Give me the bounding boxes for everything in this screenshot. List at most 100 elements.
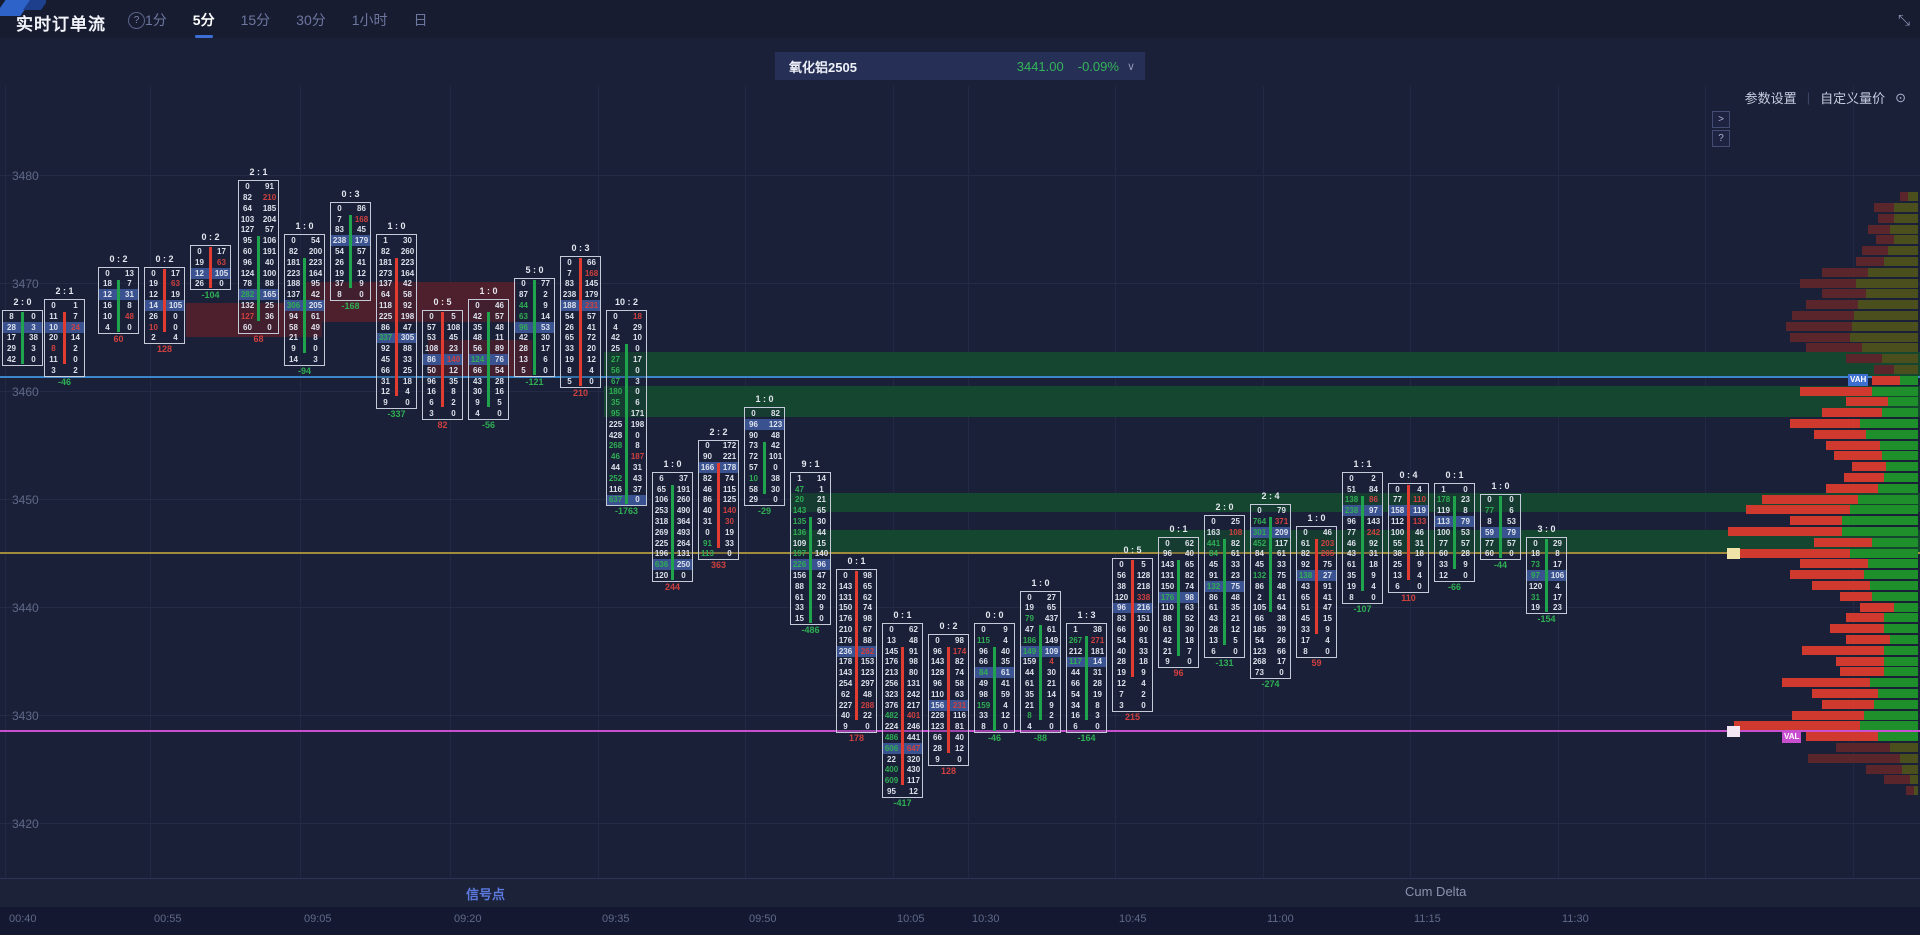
candle-box: 1 38 267 271 212 181 117 14 44 31 66 28 54 19 34 8 16 3 6 0: [1066, 623, 1107, 734]
collapse-icon[interactable]: ⤡: [1897, 12, 1910, 29]
profile-buy-bar: [1890, 634, 1918, 644]
price-row: 26 41: [331, 257, 370, 268]
footprint-candle: 0 : 3 0 86 7 168 83 45 238 179 54 57 26 41 19 12 37 9 8 0-…: [330, 189, 371, 314]
ask-volume: 67: [863, 625, 872, 635]
bid-volume: 267: [1068, 635, 1083, 645]
footprint-candle: 1 : 0 6 37 65 191 106 260 253 490 318 364 269 493 225…: [652, 459, 693, 595]
ask-volume: 57: [587, 311, 596, 321]
bid-volume: 106: [654, 495, 669, 505]
time-axis-label: 10:30: [972, 913, 1000, 925]
price-row: 7 168: [561, 268, 600, 279]
next-panel-button[interactable]: >: [1712, 111, 1730, 128]
tab-interval-3[interactable]: 15分: [240, 12, 271, 28]
ask-volume: 288: [860, 700, 875, 710]
tab-interval-2[interactable]: 5分: [193, 10, 215, 38]
profile-sell-bar: [1800, 386, 1872, 396]
ask-volume: 98: [955, 635, 964, 645]
title-help-icon[interactable]: ?: [128, 12, 145, 29]
ask-volume: 4: [1417, 484, 1422, 494]
ask-volume: 47: [817, 571, 826, 581]
bid-volume: 0: [613, 311, 618, 321]
price-row: 77 57: [1481, 538, 1520, 549]
interval-tabs: 1分 5分 15分 30分 1小时 日: [145, 10, 428, 38]
settings-button[interactable]: 参数设置: [1744, 91, 1797, 106]
price-row: 150 74: [837, 603, 876, 614]
bid-volume: 25: [611, 344, 620, 354]
chart-plot-area[interactable]: 3480 3470 3460 3450 3440 3430 3420 2 : 0 8 0 28 3 17…: [0, 86, 1920, 878]
ask-volume: 401: [906, 711, 921, 721]
price-row: 63 14: [515, 311, 554, 322]
bid-volume: 637: [608, 495, 623, 505]
time-axis-label: 09:35: [602, 913, 630, 925]
ask-volume: 0: [1463, 484, 1468, 494]
tab-interval-5[interactable]: 1小时: [351, 12, 388, 28]
bid-volume: 132: [1252, 571, 1267, 581]
bid-volume: 45: [1209, 560, 1218, 570]
ask-volume: 218: [1136, 581, 1151, 591]
ask-volume: 3: [31, 344, 36, 354]
price-row: 33 9: [1297, 624, 1336, 635]
price-row: 96 123: [745, 418, 784, 430]
bid-volume: 77: [1485, 538, 1494, 548]
ask-volume: 18: [1369, 560, 1378, 570]
custom-volume-price-button[interactable]: 自定义量价: [1820, 88, 1885, 107]
ask-volume: 7: [127, 279, 132, 289]
ask-volume: 98: [909, 657, 918, 667]
target-icon[interactable]: ⊙: [1895, 89, 1906, 105]
bid-volume: 1: [1073, 625, 1078, 635]
bid-volume: 3: [429, 409, 434, 419]
price-row: 14 3: [285, 354, 324, 365]
candle-delta: -66: [1447, 581, 1461, 592]
ask-volume: 47: [1323, 603, 1332, 613]
candle-box: 0 62 13 48 145 91 176 98 213 80 256 131 323 242 376 217…: [882, 623, 923, 798]
bid-volume: 376: [884, 700, 899, 710]
candle-delta: 82: [437, 419, 448, 430]
profile-buy-bar: [1900, 375, 1918, 385]
tab-interval-6[interactable]: 日: [413, 12, 428, 28]
time-axis[interactable]: [0, 907, 1920, 935]
footprint-candle: 0 : 1 0 98 143 65 131 62 150 74 176 98 210 67 176 88 23…: [836, 556, 877, 746]
panel-help-button[interactable]: ?: [1712, 130, 1730, 147]
tab-interval-4[interactable]: 30分: [296, 12, 326, 28]
profile-buy-bar: [1884, 472, 1918, 482]
candle-delta: -131: [1215, 657, 1234, 668]
instrument-selector[interactable]: 氧化铝2505 3441.00 -0.09% ∨: [775, 52, 1145, 80]
bid-volume: 37: [335, 279, 344, 289]
ask-volume: 91: [1323, 581, 1332, 591]
price-row: 176 98: [837, 613, 876, 624]
bid-volume: 226: [792, 560, 807, 570]
volume-profile-row: [1884, 775, 1918, 785]
volume-profile-row: [1728, 526, 1918, 536]
bid-volume: 58: [749, 484, 758, 494]
footprint-candle: 2 : 2 0 172 90 221 166 178 82 74 46 115 86 125 40 140 3…: [698, 427, 739, 574]
price-row: 0 17: [145, 268, 184, 279]
candle-body-line: [395, 257, 398, 397]
bid-volume: 27: [611, 355, 620, 365]
ask-volume: 31: [1369, 549, 1378, 559]
ask-volume: 0: [451, 409, 456, 419]
profile-sell-bar: [1734, 721, 1860, 731]
bid-volume: 46: [1347, 538, 1356, 548]
price-row: 84 61: [1205, 549, 1244, 560]
ask-volume: 63: [217, 257, 226, 267]
bid-volume: 1: [797, 473, 802, 483]
profile-buy-bar: [1878, 688, 1918, 698]
ask-volume: 0: [1417, 581, 1422, 591]
ask-volume: 35: [1001, 657, 1010, 667]
bid-volume: 60: [243, 247, 252, 257]
footprint-candle: 0 : 2 0 17 19 63 12 105 26 0 -104: [190, 232, 231, 303]
imbalance-header: 3 : 0: [1537, 523, 1556, 534]
tab-interval-1[interactable]: 1分: [145, 12, 167, 28]
bid-volume: 0: [197, 247, 202, 257]
price-row: 0 46: [1297, 527, 1336, 538]
ask-volume: 63: [955, 689, 964, 699]
price-row: 31 18: [377, 376, 416, 387]
ask-volume: 53: [1507, 517, 1516, 527]
ask-volume: 0: [727, 549, 732, 559]
ask-volume: 23: [449, 344, 458, 354]
ask-volume: 0: [497, 409, 502, 419]
candle-delta: -121: [525, 376, 544, 387]
